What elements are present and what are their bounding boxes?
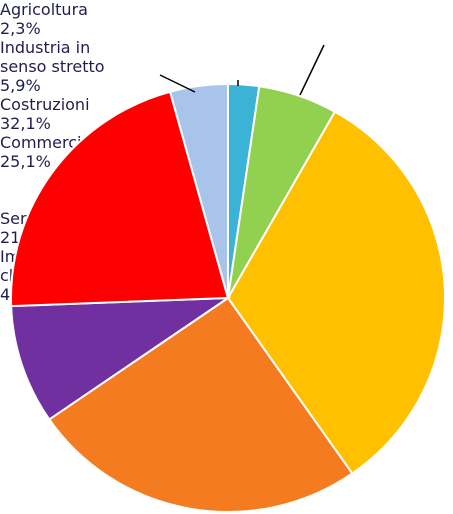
- slice-label: Costruzioni 32,1%: [0, 95, 120, 133]
- pie-slice: [10, 90, 230, 308]
- leader-line: [299, 44, 325, 96]
- category-label: Commercio: [0, 133, 92, 152]
- value-label: 25,1%: [0, 152, 51, 171]
- pie-slice: [47, 296, 354, 513]
- category-label: Agricoltura: [0, 0, 88, 19]
- category-label: Industria in senso stretto: [0, 38, 105, 76]
- category-label: Costruzioni: [0, 95, 90, 114]
- value-label: 5,9%: [0, 76, 41, 95]
- slice-label: Commercio 25,1%: [0, 133, 120, 171]
- pie-slice: [168, 82, 229, 299]
- value-label: 9,0%: [0, 190, 41, 209]
- value-label: 2,3%: [0, 19, 41, 38]
- value-label: 32,1%: [0, 114, 51, 133]
- leader-line: [159, 74, 196, 93]
- slice-label: Agricoltura 2,3%: [0, 0, 110, 38]
- slice-label: Turismo 9,0%: [0, 171, 90, 209]
- pie-slice: [226, 110, 446, 475]
- pie-slice: [10, 296, 232, 421]
- slice-label: Industria in senso stretto 5,9%: [0, 38, 120, 95]
